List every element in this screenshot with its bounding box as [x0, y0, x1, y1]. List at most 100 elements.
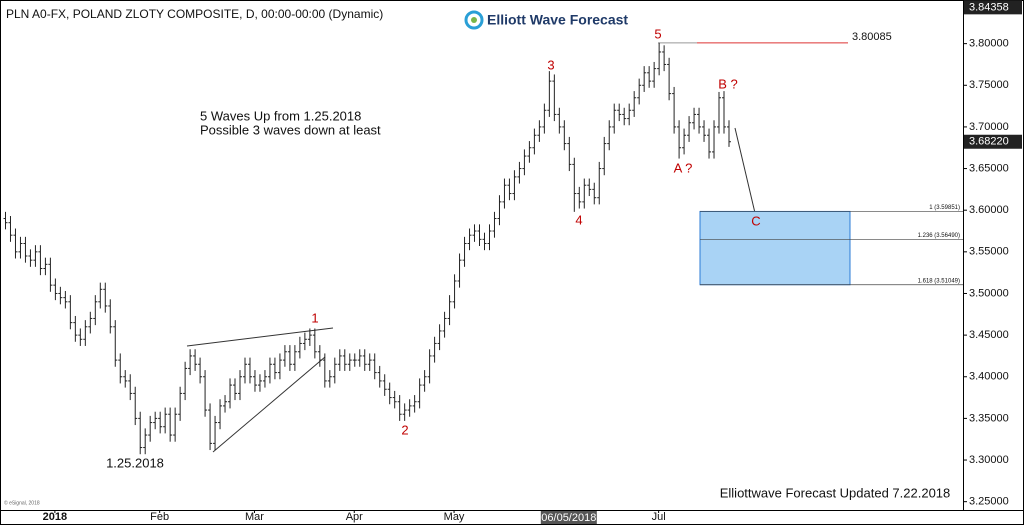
ohlc-bar [572, 157, 577, 212]
ohlc-bar [233, 378, 238, 401]
ohlc-bar [537, 120, 542, 142]
ohlc-bar [517, 161, 522, 184]
y-tick-label: 3.55000 [969, 246, 1009, 258]
ohlc-bar [173, 407, 178, 442]
ohlc-bar [178, 386, 183, 421]
ohlc-bar [562, 120, 567, 151]
price-marker-box [964, 0, 1022, 15]
ohlc-bar [412, 395, 417, 413]
y-tick-label: 3.35000 [969, 412, 1009, 424]
ohlc-bar [657, 42, 662, 76]
ohlc-bar [392, 390, 397, 409]
ohlc-bar [707, 128, 712, 159]
ohlc-bar [487, 224, 492, 251]
ohlc-bar [118, 353, 123, 384]
ohlc-bar [103, 282, 108, 313]
ohlc-bar [582, 178, 587, 209]
x-tick-label: Apr [346, 511, 363, 523]
annotation: 5 Waves Up from 1.25.2018 [200, 108, 361, 123]
trendlines [186, 127, 756, 453]
ohlc-bar [662, 45, 667, 72]
ohlc-bar [98, 282, 103, 309]
ohlc-bar [3, 211, 8, 230]
ohlc-bar [642, 66, 647, 92]
ohlc-bar [168, 407, 173, 442]
ohlc-bar [447, 295, 452, 326]
y-tick-label: 3.40000 [969, 371, 1009, 383]
ohlc-bar [387, 382, 392, 405]
ohlc-bar [317, 345, 322, 367]
ohlc-bar [552, 74, 557, 122]
x-tick-label: Feb [150, 511, 169, 523]
ohlc-bar [267, 357, 272, 384]
ohlc-bar [672, 86, 677, 134]
ohlc-bar [208, 403, 213, 451]
ohlc-bar [297, 336, 302, 359]
ohlc-bar [377, 365, 382, 388]
ohlc-bar [622, 107, 627, 126]
ohlc-bar [138, 411, 143, 455]
ohlc-bar [63, 290, 68, 309]
ohlc-bar [133, 386, 138, 426]
ohlc-bar [682, 128, 687, 155]
wedge-lower [212, 356, 326, 453]
annotation: 1.25.2018 [106, 455, 164, 470]
ohlc-bar [677, 120, 682, 159]
ohlc-bar [437, 324, 442, 351]
ohlc-bar [18, 236, 23, 259]
logo-text: Elliott Wave Forecast [487, 12, 628, 28]
ohlc-bar [472, 224, 477, 242]
ohlc-bar [617, 103, 622, 122]
logo: Elliott Wave Forecast [464, 10, 628, 30]
footer: Elliottwave Forecast Updated 7.22.2018 [720, 485, 951, 500]
ohlc-bar [78, 328, 83, 346]
ohlc-bar [342, 349, 347, 371]
ohlc-bar [73, 315, 78, 342]
ohlc-bar [148, 415, 153, 442]
y-tick-label: 3.60000 [969, 204, 1009, 216]
wave-label: A ? [674, 160, 693, 175]
wave-label: C [751, 213, 760, 228]
ohlc-bar [128, 374, 133, 401]
ohlc-bar [512, 170, 517, 201]
ohlc-bar [357, 349, 362, 367]
fib-label: 1.236 (3.56490) [918, 233, 960, 239]
ohlc-bar [238, 370, 243, 401]
ohlc-bar [13, 228, 18, 259]
ohlc-bar [522, 149, 527, 176]
ohlc-bar [307, 328, 312, 346]
wave-label: B ? [718, 76, 738, 91]
ohlc-bar [482, 232, 487, 251]
ohlc-bar [163, 407, 168, 434]
ohlc-bar [462, 236, 467, 267]
x-tick-label: Jul [652, 511, 666, 523]
ohlc-bar [183, 361, 188, 401]
ohlc-bar [427, 349, 432, 384]
ohlc-bar [228, 378, 233, 409]
ohlc-bar [507, 178, 512, 201]
price-marker-box [964, 134, 1022, 149]
ohlc-bar [407, 399, 412, 417]
ohlc-bar [382, 374, 387, 396]
ohlc-bar [502, 178, 507, 209]
ohlc-bar [602, 136, 607, 176]
ohlc-bar [247, 357, 252, 384]
y-tick-label: 3.45000 [969, 329, 1009, 341]
ohlc-bar [557, 107, 562, 134]
x-cursor-label: 06/05/2018 [541, 512, 596, 524]
wave-label: 2 [401, 422, 408, 437]
ohlc-bar [223, 395, 228, 413]
ohlc-bar [213, 415, 218, 451]
ohlc-bar [282, 345, 287, 367]
ohlc-bar [327, 370, 332, 388]
ohlc-bar [88, 311, 93, 334]
ohlc-bar [627, 103, 632, 126]
wedge-upper [186, 327, 334, 347]
ohlc-bar [492, 211, 497, 238]
ohlc-bar [367, 353, 372, 371]
y-tick-label: 3.75000 [969, 79, 1009, 91]
ohlc-bar [432, 336, 437, 363]
projection-line [734, 127, 756, 214]
ohlc-bar [292, 345, 297, 371]
